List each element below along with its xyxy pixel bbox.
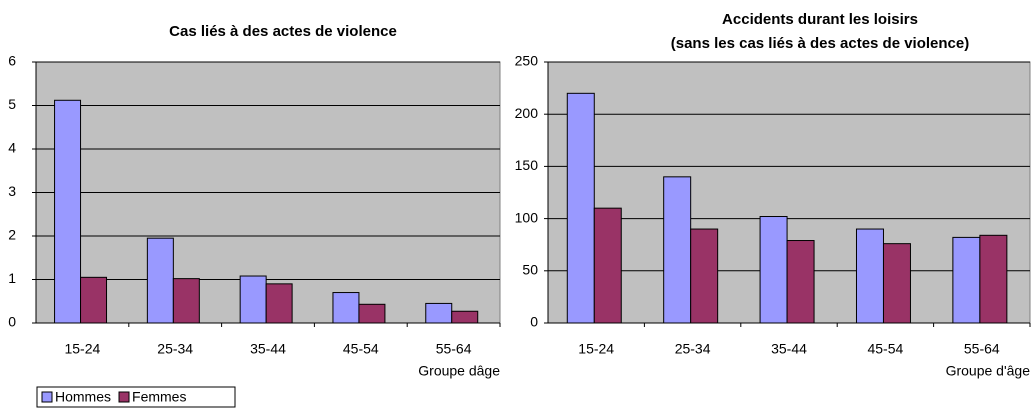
bar <box>172 278 200 324</box>
y-tick-label: 3 <box>8 183 16 199</box>
x-tick-label: 25-34 <box>157 341 193 357</box>
y-tick-label: 0 <box>530 314 538 330</box>
x-tick-label: 15-24 <box>578 341 614 357</box>
x-tick-label: 55-64 <box>964 341 1000 357</box>
bar <box>265 283 293 324</box>
bar <box>690 228 719 324</box>
bar <box>786 240 815 324</box>
chart-title: (sans les cas liés à des actes de violen… <box>671 35 970 52</box>
bar <box>54 99 82 324</box>
y-tick-label: 200 <box>515 105 539 121</box>
y-tick-label: 250 <box>515 53 539 69</box>
bar <box>80 276 108 324</box>
bar <box>952 236 981 324</box>
y-tick-label: 2 <box>8 227 16 243</box>
y-tick-label: 150 <box>515 157 539 173</box>
chart-title: Cas liés à des actes de violence <box>169 23 397 40</box>
bar <box>566 92 595 324</box>
y-tick-label: 6 <box>8 53 16 69</box>
legend-swatch <box>41 391 53 403</box>
legend-swatch <box>118 391 130 403</box>
bar <box>979 234 1008 324</box>
bar <box>358 303 386 324</box>
y-tick-label: 100 <box>515 209 539 225</box>
bar <box>759 216 788 324</box>
legend-label: Femmes <box>132 389 186 405</box>
y-tick-label: 1 <box>8 270 16 286</box>
y-tick-label: 0 <box>8 314 16 330</box>
legend-label: Hommes <box>55 389 111 405</box>
x-tick-label: 55-64 <box>436 341 472 357</box>
x-axis-title: Groupe dâge <box>418 363 500 379</box>
bar <box>593 207 622 324</box>
legend-box <box>36 386 236 408</box>
bar <box>332 292 360 324</box>
chart-title: Accidents durant les loisirs <box>722 11 918 28</box>
y-tick-label: 4 <box>8 140 16 156</box>
bar <box>663 176 692 324</box>
x-tick-label: 35-44 <box>771 341 807 357</box>
y-tick-label: 50 <box>522 262 538 278</box>
x-tick-label: 45-54 <box>343 341 379 357</box>
bar <box>451 310 479 324</box>
x-axis-title: Groupe d'âge <box>946 363 1031 379</box>
x-tick-label: 45-54 <box>867 341 903 357</box>
x-tick-label: 25-34 <box>675 341 711 357</box>
bar <box>425 302 453 324</box>
bar <box>855 228 884 324</box>
bar <box>239 275 267 324</box>
x-tick-label: 15-24 <box>64 341 100 357</box>
y-tick-label: 5 <box>8 96 16 112</box>
bar <box>146 237 174 324</box>
bar <box>882 243 911 324</box>
x-tick-label: 35-44 <box>250 341 286 357</box>
